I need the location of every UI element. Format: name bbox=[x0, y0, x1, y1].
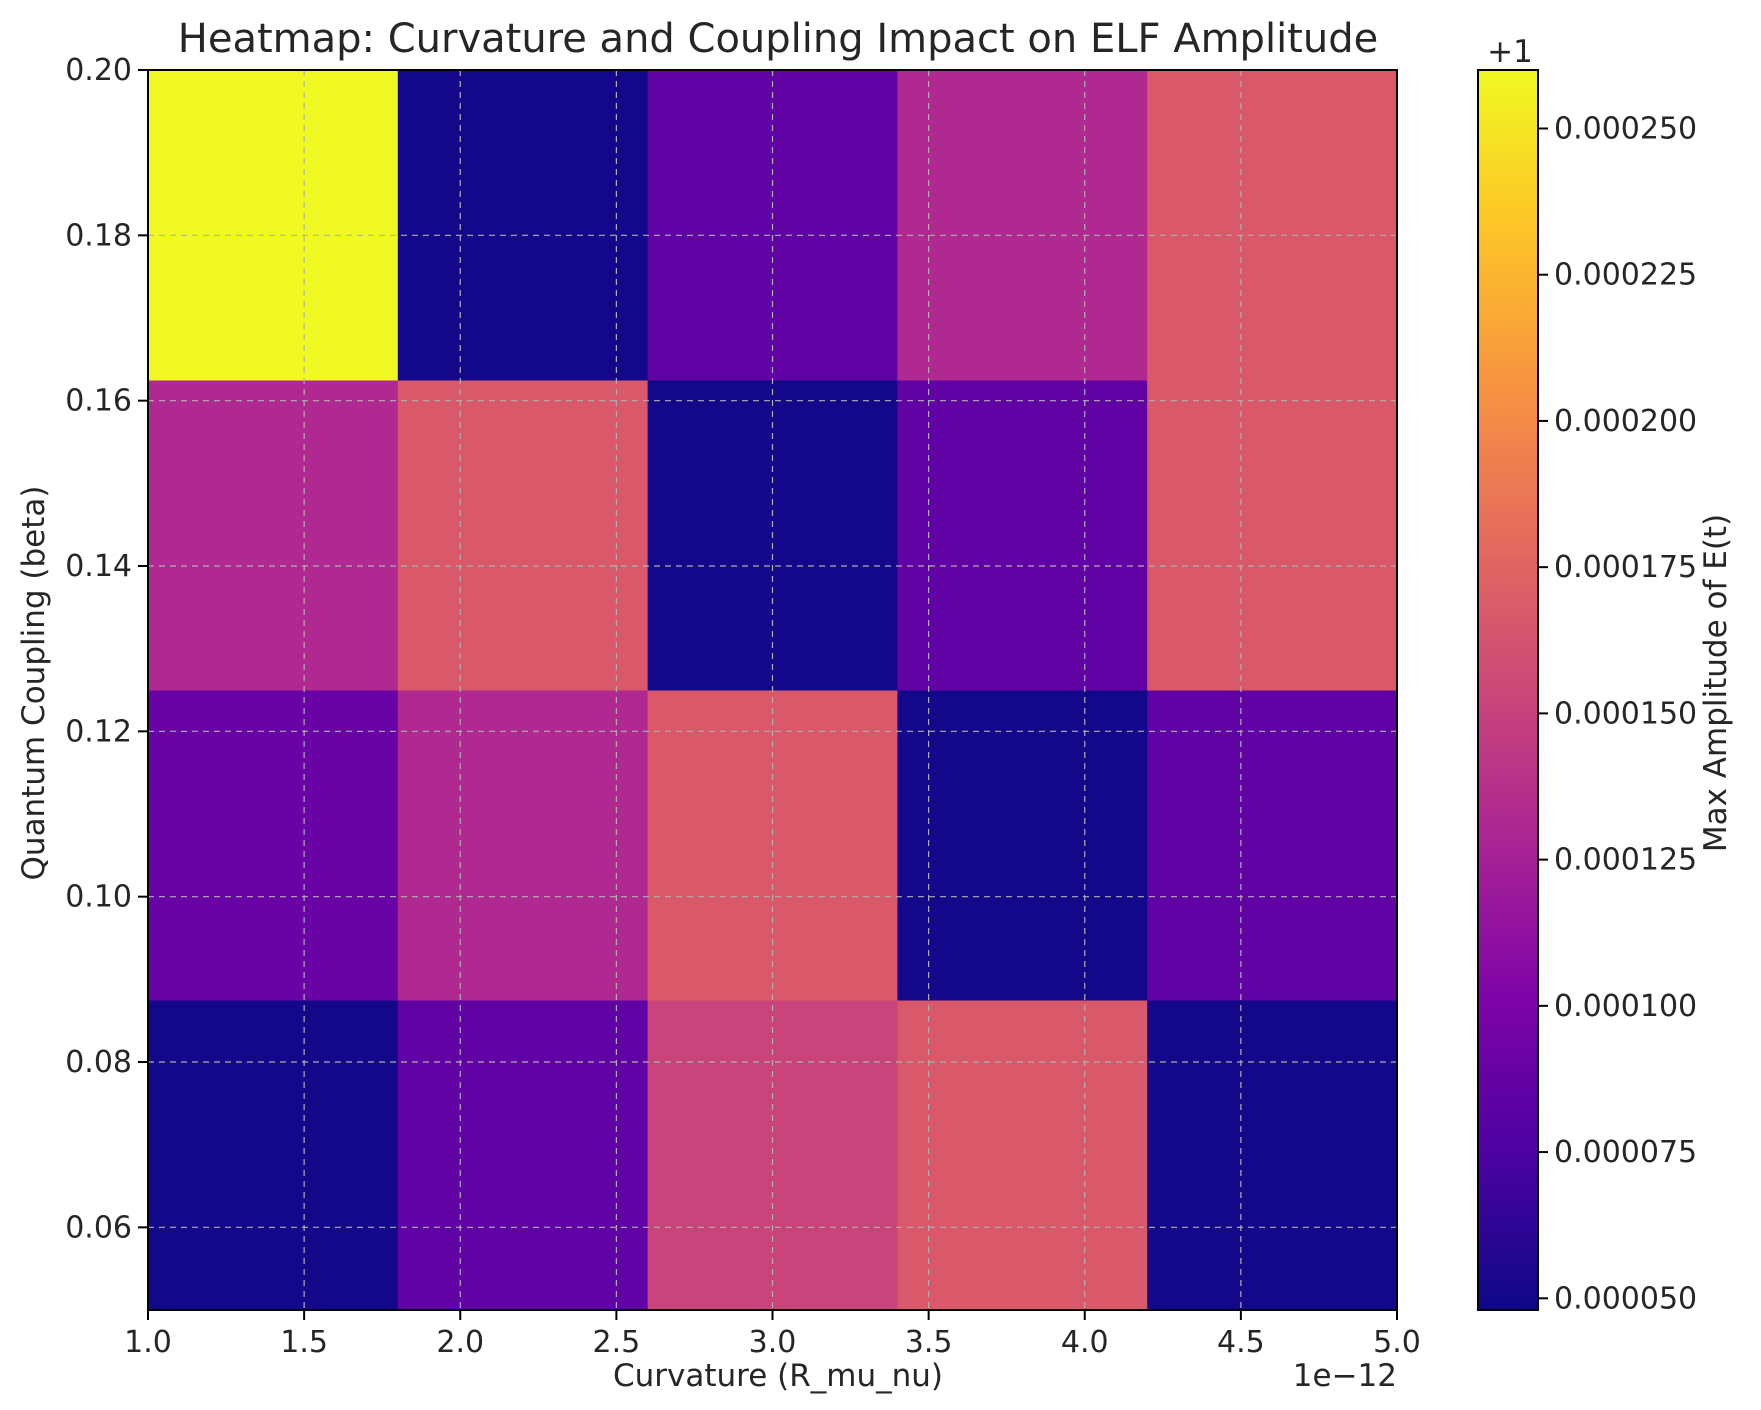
colorbar: 0.000050 0.000075 0.000100 0.000125 0.000150… bbox=[1477, 34, 1734, 1316]
colorbar-ticks: 0.000050 0.000075 0.000100 0.000125 0.000150… bbox=[1538, 111, 1697, 1316]
heatmap-cell-r2-c0 bbox=[148, 380, 399, 691]
x-axis-ticks: 1.0 1.5 2.0 2.5 3.0 3.5 4.0 4.5 5.0 bbox=[124, 1310, 1421, 1360]
heatmap-cell-r2-c1 bbox=[397, 380, 649, 691]
colorbar-tick-label: 0.000100 bbox=[1554, 989, 1697, 1024]
y-tick-label: 0.20 bbox=[65, 53, 132, 88]
y-axis-ticks: 0.06 0.08 0.10 0.12 0.14 0.16 0.18 0.20 bbox=[65, 53, 148, 1245]
x-tick-label: 3.0 bbox=[749, 1325, 797, 1360]
y-tick-label: 0.18 bbox=[65, 218, 132, 253]
x-axis-offset-label: 1e−12 bbox=[1293, 1358, 1397, 1394]
colorbar-offset-label: +1 bbox=[1487, 34, 1533, 70]
y-axis-label: Quantum Coupling (beta) bbox=[16, 486, 52, 881]
x-tick-label: 4.0 bbox=[1061, 1325, 1109, 1360]
heatmap-cell-r2-c3 bbox=[897, 380, 1148, 691]
colorbar-label: Max Amplitude of E(t) bbox=[1698, 514, 1734, 852]
colorbar-tick-label: 0.000175 bbox=[1554, 550, 1697, 585]
heatmap-cell-r1-c3 bbox=[897, 690, 1148, 1001]
colorbar-tick-label: 0.000250 bbox=[1554, 111, 1697, 146]
heatmap-cell-r3-c0 bbox=[148, 70, 399, 381]
y-tick-label: 0.06 bbox=[65, 1210, 132, 1245]
x-tick-label: 5.0 bbox=[1373, 1325, 1421, 1360]
x-tick-label: 2.5 bbox=[593, 1325, 641, 1360]
heatmap-cell-r0-c3 bbox=[897, 1000, 1148, 1311]
heatmap-cell-r1-c1 bbox=[397, 690, 649, 1001]
heatmap-cell-r3-c3 bbox=[897, 70, 1148, 381]
y-tick-label: 0.08 bbox=[65, 1045, 132, 1080]
heatmap-cell-r0-c4 bbox=[1147, 1000, 1398, 1311]
heatmap-cell-r0-c0 bbox=[148, 1000, 399, 1311]
x-tick-label: 1.5 bbox=[280, 1325, 328, 1360]
colorbar-tick-label: 0.000225 bbox=[1554, 258, 1697, 293]
x-tick-label: 1.0 bbox=[124, 1325, 172, 1360]
x-tick-label: 3.5 bbox=[905, 1325, 953, 1360]
chart-title: Heatmap: Curvature and Coupling Impact o… bbox=[178, 16, 1378, 62]
y-tick-label: 0.14 bbox=[65, 549, 132, 584]
heatmap-cell-r1-c0 bbox=[148, 690, 399, 1001]
heatmap-cell-r3-c1 bbox=[397, 70, 649, 381]
heatmap-cell-r2-c4 bbox=[1147, 380, 1398, 691]
x-tick-label: 2.0 bbox=[436, 1325, 484, 1360]
colorbar-gradient bbox=[1477, 69, 1539, 1311]
heatmap-cell-r3-c4 bbox=[1147, 70, 1398, 381]
y-tick-label: 0.12 bbox=[65, 714, 132, 749]
heatmap-cell-r1-c4 bbox=[1147, 690, 1398, 1001]
colorbar-tick-label: 0.000050 bbox=[1554, 1281, 1697, 1316]
y-tick-label: 0.10 bbox=[65, 880, 132, 915]
x-tick-label: 4.5 bbox=[1217, 1325, 1265, 1360]
colorbar-tick-label: 0.000125 bbox=[1554, 843, 1697, 878]
heatmap-cell-r0-c1 bbox=[397, 1000, 649, 1311]
heatmap-cells bbox=[148, 70, 1398, 1311]
x-axis-label: Curvature (R_mu_nu) bbox=[613, 1358, 943, 1394]
colorbar-tick-label: 0.000150 bbox=[1554, 696, 1697, 731]
colorbar-tick-label: 0.000075 bbox=[1554, 1135, 1697, 1170]
colorbar-tick-label: 0.000200 bbox=[1554, 404, 1697, 439]
y-tick-label: 0.16 bbox=[65, 384, 132, 419]
